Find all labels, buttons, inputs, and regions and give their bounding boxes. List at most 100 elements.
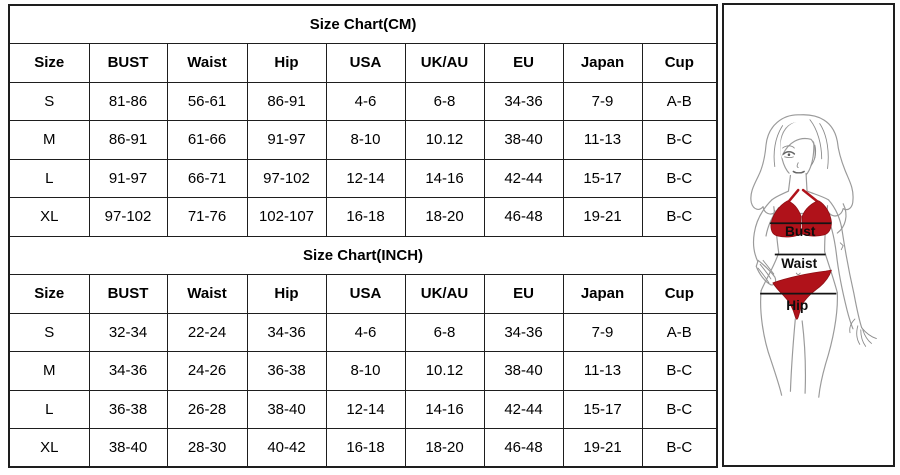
size-value-cell: 7-9	[562, 312, 643, 352]
row-size-label: L	[8, 389, 90, 429]
column-header-usa: USA	[325, 43, 406, 83]
size-value-cell: 15-17	[562, 389, 643, 429]
size-value-cell: B-C	[641, 389, 718, 429]
table-row: M 34-36 24-26 36-38 8-10 10.12 38-40 11-13 B-C	[8, 351, 718, 391]
measurement-figure-illustration: Bust Waist Hip	[750, 114, 877, 398]
column-header-eu: EU	[483, 274, 564, 314]
size-value-cell: B-C	[641, 351, 718, 391]
size-value-cell: 15-17	[562, 158, 643, 198]
size-value-cell: 86-91	[246, 81, 327, 121]
left-eyebrow	[782, 145, 795, 149]
table-row: L 91-97 66-71 97-102 12-14 14-16 42-44 15-17 B-C	[8, 158, 718, 198]
table-row: XL 97-102 71-76 102-107 16-18 18-20 46-48 19-21…	[8, 197, 718, 237]
table-row: S 81-86 56-61 86-91 4-6 6-8 34-36 7-9 A-B	[8, 81, 718, 121]
column-header-uk-au: UK/AU	[404, 43, 485, 83]
left-arm-outer	[752, 199, 773, 263]
column-header-uk-au: UK/AU	[404, 274, 485, 314]
size-value-cell: 97-102	[246, 158, 327, 198]
size-value-cell: 66-71	[166, 158, 248, 198]
column-header-size: Size	[8, 274, 90, 314]
size-value-cell: 18-20	[404, 197, 485, 237]
neck-left-line	[787, 174, 792, 192]
right-arm-outer	[827, 199, 863, 329]
size-value-cell: 34-36	[246, 312, 327, 352]
hair-curl-right	[836, 203, 847, 234]
navel	[795, 272, 801, 275]
size-value-cell: 22-24	[166, 312, 248, 352]
bikini-strap-right	[801, 188, 820, 204]
size-value-cell: 97-102	[88, 197, 168, 237]
size-value-cell: 16-18	[325, 197, 406, 237]
size-value-cell: 81-86	[88, 81, 168, 121]
size-value-cell: 4-6	[325, 81, 406, 121]
neck-right-line	[805, 172, 808, 192]
size-value-cell: B-C	[641, 120, 718, 160]
size-value-cell: 46-48	[483, 428, 564, 468]
size-value-cell: 14-16	[404, 389, 485, 429]
row-size-label: S	[8, 81, 90, 121]
size-value-cell: 42-44	[483, 158, 564, 198]
table-title-cm: Size Chart(CM)	[8, 4, 718, 44]
right-leg-inner	[801, 320, 807, 394]
right-hand-finger-3	[860, 329, 867, 347]
size-value-cell: 4-6	[325, 312, 406, 352]
row-size-label: L	[8, 158, 90, 198]
size-value-cell: B-C	[641, 158, 718, 198]
column-header-hip: Hip	[246, 274, 327, 314]
bikini-bottom	[772, 269, 832, 320]
size-value-cell: 16-18	[325, 428, 406, 468]
measurement-figure-panel: Bust Waist Hip	[722, 3, 895, 467]
size-value-cell: 34-36	[483, 81, 564, 121]
size-value-cell: 34-36	[88, 351, 168, 391]
size-value-cell: 8-10	[325, 120, 406, 160]
hair-strand-right	[819, 123, 829, 170]
size-value-cell: 56-61	[166, 81, 248, 121]
bang-tip	[810, 144, 817, 167]
left-eye-lower-lid	[784, 156, 794, 159]
size-value-cell: 40-42	[246, 428, 327, 468]
table-row: M 86-91 61-66 91-97 8-10 10.12 38-40 11-13 B-C	[8, 120, 718, 160]
size-value-cell: 19-21	[562, 428, 643, 468]
size-value-cell: 38-40	[88, 428, 168, 468]
size-value-cell: A-B	[641, 312, 718, 352]
size-value-cell: 91-97	[88, 158, 168, 198]
size-value-cell: 71-76	[166, 197, 248, 237]
size-value-cell: 38-40	[246, 389, 327, 429]
left-leg-outer	[760, 290, 783, 396]
column-header-eu: EU	[483, 43, 564, 83]
hair-strand-mid	[809, 119, 823, 160]
row-size-label: XL	[8, 197, 90, 237]
size-value-cell: 34-36	[483, 312, 564, 352]
bikini-top-left-cup	[770, 200, 802, 238]
size-value-cell: 102-107	[246, 197, 327, 237]
column-header-size: Size	[8, 43, 90, 83]
size-value-cell: 61-66	[166, 120, 248, 160]
column-header-japan: Japan	[562, 43, 643, 83]
row-size-label: S	[8, 312, 90, 352]
column-header-cup: Cup	[641, 274, 718, 314]
size-value-cell: 6-8	[404, 81, 485, 121]
size-value-cell: 36-38	[88, 389, 168, 429]
bust-label: Bust	[785, 224, 816, 239]
nose	[796, 162, 799, 169]
neck-fill	[787, 173, 809, 193]
size-value-cell: 11-13	[562, 120, 643, 160]
size-chart-tbody: Size Chart(CM) Size BUST Waist Hip USA UK/AU EU…	[8, 4, 718, 468]
right-hand-finger-1	[861, 327, 877, 339]
left-eye	[782, 150, 796, 155]
size-value-cell: 38-40	[483, 120, 564, 160]
table-row: L 36-38 26-28 38-40 12-14 14-16 42-44 15-17 B-C	[8, 389, 718, 429]
size-value-cell: 8-10	[325, 351, 406, 391]
column-header-japan: Japan	[562, 274, 643, 314]
size-value-cell: 11-13	[562, 351, 643, 391]
size-value-cell: 36-38	[246, 351, 327, 391]
column-header-bust: BUST	[88, 274, 168, 314]
table-row: XL 38-40 28-30 40-42 16-18 18-20 46-48 19-21 B-C	[8, 428, 718, 468]
left-hand-finger-2	[757, 267, 770, 284]
size-value-cell: 7-9	[562, 81, 643, 121]
column-header-cup: Cup	[641, 43, 718, 83]
row-size-label: M	[8, 351, 90, 391]
right-hand-finger-2	[862, 329, 872, 344]
size-value-cell: 14-16	[404, 158, 485, 198]
